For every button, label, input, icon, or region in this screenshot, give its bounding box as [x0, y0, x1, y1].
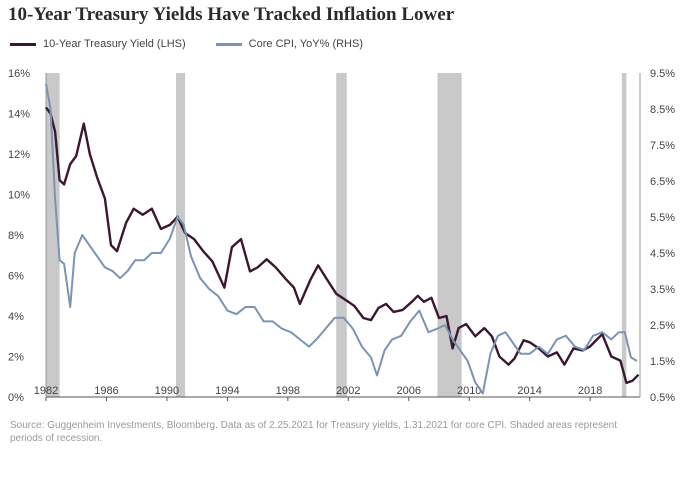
- y-right-tick-label: 2.5%: [650, 320, 675, 332]
- y-right-tick-label: 4.5%: [650, 248, 675, 260]
- x-tick-label: 1982: [34, 385, 58, 397]
- y-right-tick-label: 1.5%: [650, 356, 675, 368]
- legend-item-treasury: 10-Year Treasury Yield (LHS): [10, 38, 186, 50]
- x-tick-label: 1986: [94, 385, 118, 397]
- x-tick-label: 2018: [578, 385, 602, 397]
- source-note: Source: Guggenheim Investments, Bloomber…: [10, 420, 618, 444]
- y-left-tick-label: 12%: [8, 149, 30, 161]
- legend-label-cpi: Core CPI, YoY% (RHS): [248, 38, 363, 50]
- x-tick-label: 1998: [276, 385, 300, 397]
- y-left-tick-label: 2%: [8, 352, 24, 364]
- series-line-core-cpi: [45, 83, 638, 395]
- x-tick-label: 2002: [336, 385, 360, 397]
- legend-label-treasury: 10-Year Treasury Yield (LHS): [43, 38, 186, 50]
- y-right-tick-label: 0.5%: [650, 392, 675, 404]
- y-left-tick-label: 10%: [8, 190, 30, 202]
- y-right-tick-label: 8.5%: [650, 104, 675, 116]
- y-left-tick-label: 14%: [8, 109, 30, 121]
- x-tick-label: 1994: [215, 385, 239, 397]
- chart-title: 10-Year Treasury Yields Have Tracked Inf…: [8, 4, 455, 25]
- recession-band-1: [175, 73, 186, 397]
- legend-swatch-treasury: [10, 42, 36, 46]
- legend-swatch-cpi: [215, 42, 242, 46]
- legend-item-cpi: Core CPI, YoY% (RHS): [215, 38, 363, 50]
- y-right-tick-label: 6.5%: [650, 176, 675, 188]
- y-left-tick-label: 16%: [8, 68, 30, 80]
- y-right-tick-label: 3.5%: [650, 284, 675, 296]
- recession-band-2: [336, 73, 347, 397]
- y-right-tick-label: 5.5%: [650, 212, 675, 224]
- recession-band-4: [621, 73, 627, 397]
- y-right-tick-label: 9.5%: [650, 68, 675, 80]
- recession-band-3: [437, 73, 462, 397]
- y-left-tick-label: 4%: [8, 311, 24, 323]
- y-right-tick-label: 7.5%: [650, 140, 675, 152]
- y-left-tick-label: 6%: [8, 271, 24, 283]
- y-left-tick-label: 0%: [8, 392, 24, 404]
- legend: 10-Year Treasury Yield (LHS) Core CPI, Y…: [10, 38, 385, 50]
- x-tick-label: 2006: [397, 385, 421, 397]
- x-tick-label: 2014: [517, 385, 541, 397]
- series-line-treasury-yield: [45, 106, 640, 384]
- x-tick-label: 2010: [457, 385, 481, 397]
- chart-plot: 0% 2% 4% 6% 8% 10% 12% 14% 16% 0.5% 1.5% 2.5% 3.5% 4.…: [8, 68, 675, 404]
- y-left-tick-label: 8%: [8, 230, 24, 242]
- x-tick-label: 1990: [155, 385, 179, 397]
